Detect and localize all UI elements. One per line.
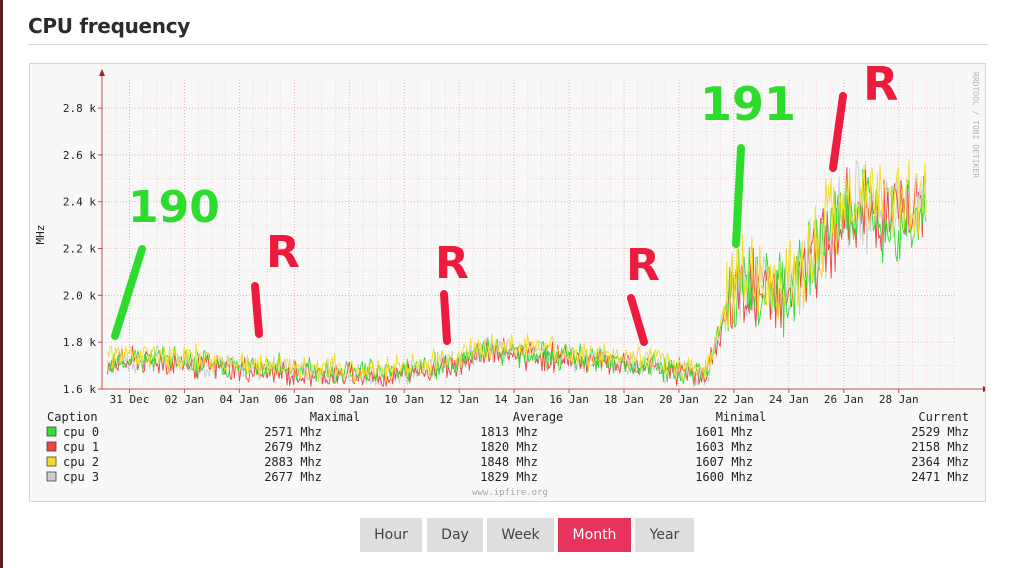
legend-average: 1820 Mhz — [480, 440, 538, 454]
legend-maximal: 2679 Mhz — [264, 440, 322, 454]
month-button[interactable]: Month — [558, 518, 631, 552]
hour-button[interactable]: Hour — [360, 518, 422, 552]
y-axis-title: MHz — [34, 225, 47, 245]
x-tick-label: 02 Jan — [165, 393, 205, 406]
series-line-cpu-2 — [107, 158, 927, 383]
y-tick-label: 2.4 k — [63, 196, 96, 209]
handwritten-annotations: 190 R R R 191 R — [111, 64, 898, 346]
x-tick-label: 18 Jan — [604, 393, 644, 406]
x-tick-label: 28 Jan — [879, 393, 919, 406]
legend-caption: cpu 0 — [63, 425, 99, 439]
annotation-marker-r-3 — [627, 294, 648, 346]
x-tick-label: 06 Jan — [274, 393, 314, 406]
annotation-r-3: R — [626, 240, 660, 291]
legend-current: 2158 Mhz — [911, 440, 969, 454]
left-accent-bar — [0, 0, 3, 568]
annotation-191: 191 — [700, 77, 796, 131]
legend-caption: cpu 3 — [63, 470, 99, 484]
legend-header-minimal: Minimal — [716, 410, 767, 424]
legend-minimal: 1603 Mhz — [695, 440, 753, 454]
annotation-marker-r-2 — [440, 290, 451, 345]
annotation-r-2: R — [435, 238, 469, 289]
legend-current: 2364 Mhz — [911, 455, 969, 469]
legend-header-average: Average — [513, 410, 564, 424]
rrdtool-watermark: RRDTOOL / TOBI OETIKER — [971, 72, 980, 178]
x-tick-label: 26 Jan — [824, 393, 864, 406]
y-tick-label: 2.0 k — [63, 289, 96, 302]
legend-swatch — [46, 456, 57, 467]
legend-caption: cpu 2 — [63, 455, 99, 469]
legend-swatch — [46, 426, 57, 437]
x-tick-label: 08 Jan — [329, 393, 369, 406]
series-line-cpu-0 — [107, 169, 927, 386]
y-tick-label: 2.2 k — [63, 243, 96, 256]
legend-maximal: 2677 Mhz — [264, 470, 322, 484]
day-button[interactable]: Day — [427, 518, 483, 552]
legend-average: 1813 Mhz — [480, 425, 538, 439]
annotation-190: 190 — [128, 182, 220, 233]
x-tick-label: 14 Jan — [494, 393, 534, 406]
legend-average: 1848 Mhz — [480, 455, 538, 469]
legend-caption: cpu 1 — [63, 440, 99, 454]
footer-url: www.ipfire.org — [472, 488, 548, 498]
year-button[interactable]: Year — [635, 518, 694, 552]
annotation-r-1: R — [266, 227, 300, 278]
x-tick-label: 22 Jan — [714, 393, 754, 406]
legend-average: 1829 Mhz — [480, 470, 538, 484]
annotation-r-4: R — [863, 64, 898, 111]
week-button[interactable]: Week — [487, 518, 554, 552]
y-tick-label: 2.6 k — [63, 149, 96, 162]
legend-header-maximal: Maximal — [310, 410, 361, 424]
legend-current: 2529 Mhz — [911, 425, 969, 439]
y-axis-arrow — [99, 69, 105, 76]
x-tick-label: 12 Jan — [439, 393, 479, 406]
page-title: CPU frequency — [28, 14, 191, 38]
legend-current: 2471 Mhz — [911, 470, 969, 484]
annotation-marker-191 — [732, 144, 745, 248]
x-tick-label: 20 Jan — [659, 393, 699, 406]
graph-panel: 1.6 k 1.8 k 2.0 k 2.2 k 2.4 k 2.6 k 2.8 k 31 De… — [29, 63, 986, 502]
legend-maximal: 2571 Mhz — [264, 425, 322, 439]
x-tick-label: 10 Jan — [384, 393, 424, 406]
legend-minimal: 1600 Mhz — [695, 470, 753, 484]
legend-swatch — [46, 441, 57, 452]
x-tick-label: 16 Jan — [549, 393, 589, 406]
cpu-frequency-graph: 1.6 k 1.8 k 2.0 k 2.2 k 2.4 k 2.6 k 2.8 k 31 De… — [34, 64, 985, 498]
annotation-marker-r-4 — [829, 92, 847, 172]
legend-minimal: 1607 Mhz — [695, 455, 753, 469]
x-axis-arrow — [983, 386, 985, 392]
y-tick-label: 1.8 k — [63, 336, 96, 349]
legend-swatch — [46, 471, 57, 482]
legend-header-caption: Caption — [47, 410, 98, 424]
legend-header-current: Current — [918, 410, 969, 424]
y-tick-label: 2.8 k — [63, 102, 96, 115]
x-tick-label: 24 Jan — [769, 393, 809, 406]
legend-maximal: 2883 Mhz — [264, 455, 322, 469]
x-tick-label: 04 Jan — [219, 393, 259, 406]
x-tick-label: 31 Dec — [110, 393, 150, 406]
annotation-marker-r-1 — [251, 282, 263, 338]
annotation-marker-190 — [111, 245, 146, 340]
y-tick-label: 1.6 k — [63, 383, 96, 396]
title-divider — [28, 44, 988, 45]
legend-minimal: 1601 Mhz — [695, 425, 753, 439]
